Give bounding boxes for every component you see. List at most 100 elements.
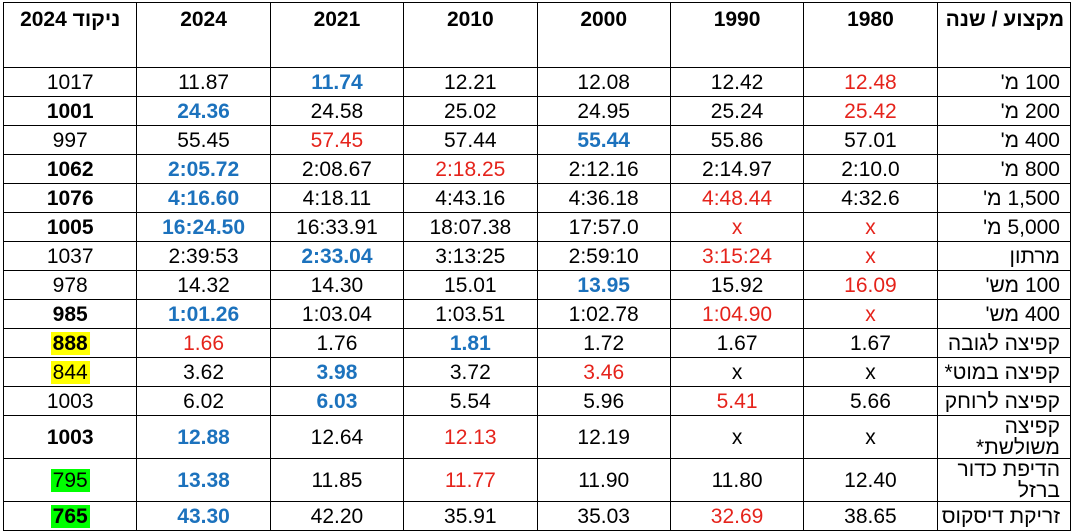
result-cell-2010: 3.72 <box>403 357 538 387</box>
result-cell-1990: x <box>669 357 805 387</box>
score-cell: 888 <box>2 328 138 358</box>
result-cell-2000: 1.72 <box>536 328 671 358</box>
result-cell-2010: 2:18.25 <box>403 154 538 184</box>
score-cell: 1003 <box>2 386 138 416</box>
result-cell-2021: 11.74 <box>269 67 405 97</box>
result-cell-1990: x <box>669 212 805 242</box>
result-cell-1980: 12.48 <box>803 67 938 97</box>
result-cell-2000: 4:36.18 <box>536 183 671 213</box>
result-cell-2021: 11.85 <box>269 458 405 502</box>
table-row: קפיצה לרוחק 5.66 5.41 5.96 5.54 6.03 6.02 1003 <box>2 386 1072 416</box>
result-cell-2021: 14.30 <box>269 270 405 300</box>
score-value: 1076 <box>46 186 94 210</box>
result-cell-1990: 1:04.90 <box>669 299 805 329</box>
score-cell: 795 <box>2 458 138 502</box>
score-value: 997 <box>52 128 88 152</box>
result-cell-1990: 55.86 <box>669 125 805 155</box>
score-cell: 997 <box>2 125 138 155</box>
result-cell-2010: 18:07.38 <box>403 212 538 242</box>
sport-cell: הדיפת כדור ברזל <box>936 458 1072 502</box>
result-cell-1980: 12.40 <box>803 458 938 502</box>
result-cell-2010: 11.77 <box>403 458 538 502</box>
score-value: 1037 <box>46 244 94 268</box>
result-cell-2024: 3.62 <box>136 357 271 387</box>
sport-cell: 400 מש' <box>936 299 1072 329</box>
score-value: 1062 <box>46 157 94 181</box>
sport-cell: מרתון <box>936 241 1072 271</box>
sport-cell: 100 מש' <box>936 270 1072 300</box>
result-cell-1980: x <box>803 415 938 459</box>
result-cell-2010: 25.02 <box>403 96 538 126</box>
result-cell-2000: 12.19 <box>536 415 671 459</box>
header-2021: 2021 <box>269 2 405 68</box>
result-cell-2024: 55.45 <box>136 125 271 155</box>
score-cell: 1037 <box>2 241 138 271</box>
score-value: 795 <box>50 468 90 492</box>
result-cell-2010: 57.44 <box>403 125 538 155</box>
table-row: 100 מש' 16.09 15.92 13.95 15.01 14.30 14.32 978 <box>2 270 1072 300</box>
result-cell-1990: 11.80 <box>669 458 805 502</box>
result-cell-1990: 15.92 <box>669 270 805 300</box>
result-cell-1990: 25.24 <box>669 96 805 126</box>
score-value: 985 <box>52 302 88 326</box>
result-cell-2000: 3.46 <box>536 357 671 387</box>
result-cell-2021: 42.20 <box>269 501 405 531</box>
result-cell-1980: 16.09 <box>803 270 938 300</box>
result-cell-2024: 2:39:53 <box>136 241 271 271</box>
score-cell: 844 <box>2 357 138 387</box>
score-cell: 765 <box>2 501 138 531</box>
result-cell-2010: 1:03.51 <box>403 299 538 329</box>
sport-cell: 5,000 מ' <box>936 212 1072 242</box>
result-cell-1980: 57.01 <box>803 125 938 155</box>
table-row: 200 מ' 25.42 25.24 24.95 25.02 24.58 24.36 1001 <box>2 96 1072 126</box>
result-cell-2021: 3.98 <box>269 357 405 387</box>
score-value: 765 <box>50 504 90 528</box>
result-cell-2021: 2:08.67 <box>269 154 405 184</box>
score-value: 1001 <box>46 99 94 123</box>
result-cell-1990: 1.67 <box>669 328 805 358</box>
score-cell: 1017 <box>2 67 138 97</box>
table-row: זריקת דיסקוס 38.65 32.69 35.03 35.91 42.20 43.… <box>2 501 1072 531</box>
result-cell-2000: 2:12.16 <box>536 154 671 184</box>
result-cell-1990: 5.41 <box>669 386 805 416</box>
table-body: 100 מ' 12.48 12.42 12.08 12.21 11.74 11.87 1017… <box>2 67 1072 531</box>
table-row: קפיצה לגובה 1.67 1.67 1.72 1.81 1.76 1.66 888 <box>2 328 1072 358</box>
score-value: 1003 <box>46 425 94 449</box>
sport-cell: 100 מ' <box>936 67 1072 97</box>
table-row: קפיצה משולשת* x x 12.19 12.13 12.64 12.88 1003 <box>2 415 1072 459</box>
header-sport-year: מקצוע / שנה <box>936 2 1072 68</box>
score-cell: 1005 <box>2 212 138 242</box>
result-cell-2024: 12.88 <box>136 415 271 459</box>
result-cell-2024: 13.38 <box>136 458 271 502</box>
sport-cell: קפיצה לגובה <box>936 328 1072 358</box>
result-cell-1990: 4:48.44 <box>669 183 805 213</box>
result-cell-2024: 14.32 <box>136 270 271 300</box>
result-cell-1990: 3:15:24 <box>669 241 805 271</box>
result-cell-2021: 24.58 <box>269 96 405 126</box>
score-value: 888 <box>50 331 90 355</box>
score-value: 1017 <box>46 70 94 94</box>
result-cell-2010: 3:13:25 <box>403 241 538 271</box>
result-cell-2024: 2:05.72 <box>136 154 271 184</box>
result-cell-2024: 1:01.26 <box>136 299 271 329</box>
score-value: 1005 <box>46 215 94 239</box>
table-row: מרתון x 3:15:24 2:59:10 3:13:25 2:33.04 2:39:5… <box>2 241 1072 271</box>
result-cell-2021: 1.76 <box>269 328 405 358</box>
score-cell: 1003 <box>2 415 138 459</box>
result-cell-2000: 35.03 <box>536 501 671 531</box>
score-value: 1003 <box>46 389 94 413</box>
result-cell-2024: 1.66 <box>136 328 271 358</box>
result-cell-2021: 1:03.04 <box>269 299 405 329</box>
result-cell-2000: 5.96 <box>536 386 671 416</box>
result-cell-2000: 13.95 <box>536 270 671 300</box>
result-cell-2010: 12.13 <box>403 415 538 459</box>
result-cell-2024: 6.02 <box>136 386 271 416</box>
result-cell-2010: 4:43.16 <box>403 183 538 213</box>
result-cell-2021: 2:33.04 <box>269 241 405 271</box>
table-row: הדיפת כדור ברזל 12.40 11.80 11.90 11.77 11.85… <box>2 458 1072 502</box>
header-2010: 2010 <box>403 2 538 68</box>
score-cell: 1001 <box>2 96 138 126</box>
table-row: 100 מ' 12.48 12.42 12.08 12.21 11.74 11.87 1017 <box>2 67 1072 97</box>
result-cell-2021: 12.64 <box>269 415 405 459</box>
